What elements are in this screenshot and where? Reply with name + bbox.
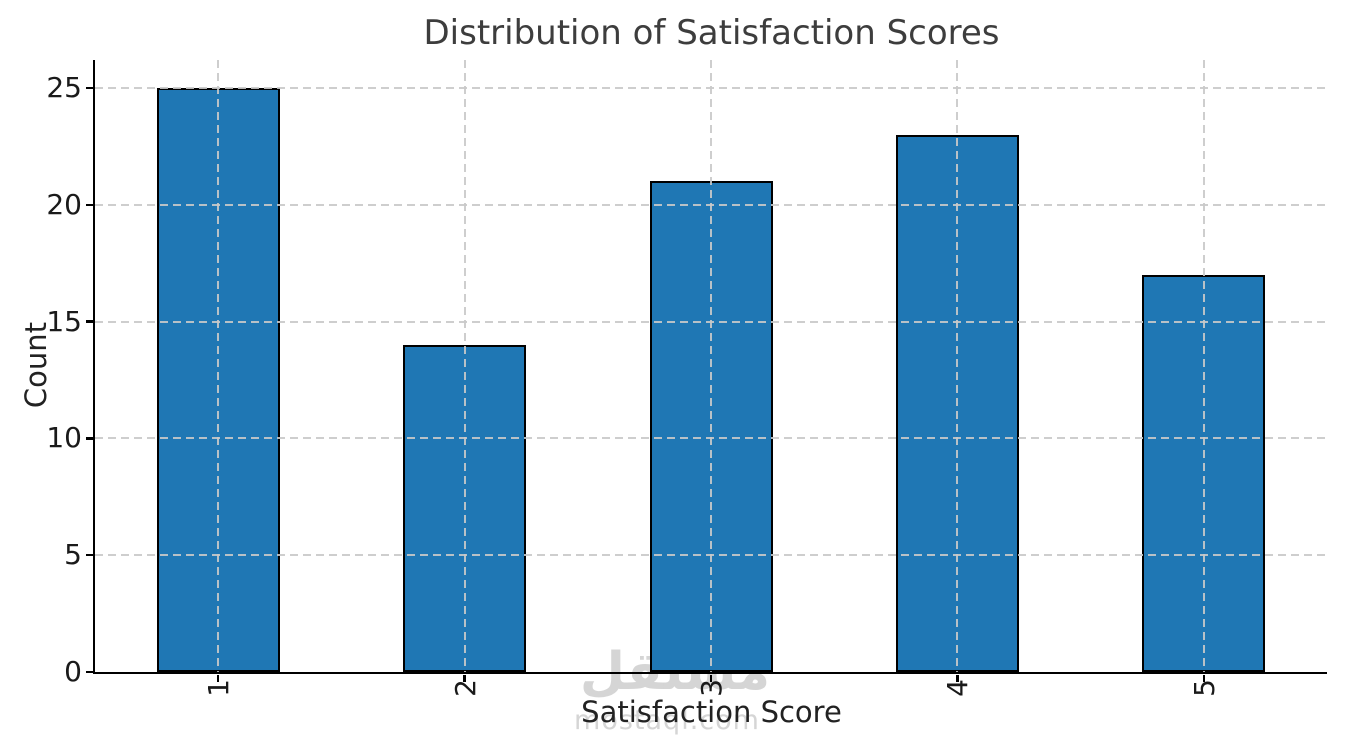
x-tick-mark	[1202, 674, 1206, 682]
plot-area: 0 5 10 15 20 25 1 2 3 4 5	[46, 60, 1327, 697]
y-tick-mark	[86, 203, 93, 207]
y-tick-mark	[86, 320, 93, 323]
gridline-horizontal	[95, 203, 1327, 206]
y-tick-mark	[86, 553, 93, 557]
gridline-horizontal	[95, 437, 1327, 440]
gridline-vertical	[710, 60, 712, 672]
y-tick-mark	[86, 437, 93, 440]
y-tick-label: 0	[64, 655, 82, 688]
x-tick-mark	[956, 674, 959, 682]
y-tick-mark	[86, 86, 93, 90]
x-axis-label: Satisfaction Score	[581, 695, 842, 729]
x-tick-mark	[709, 674, 713, 682]
y-tick-label: 15	[46, 304, 82, 338]
chart-title: Distribution of Satisfaction Scores	[423, 13, 1000, 53]
y-tick-label: 25	[46, 71, 82, 104]
gridline-horizontal	[95, 87, 1327, 89]
gridline-vertical	[956, 60, 959, 672]
gridline-horizontal	[95, 554, 1327, 557]
y-tick-label: 10	[46, 421, 82, 455]
y-tick-label: 5	[64, 538, 82, 572]
gridline-horizontal	[95, 320, 1327, 323]
y-axis-label: Count	[19, 321, 53, 409]
y-tick-label: 20	[46, 187, 82, 221]
gridline-vertical	[217, 60, 220, 672]
watermark-mostaql-domain: mostaql.com	[574, 705, 760, 736]
gridline-vertical	[1202, 60, 1205, 672]
y-tick-mark	[86, 670, 93, 674]
x-tick-mark	[463, 674, 466, 682]
x-tick-mark	[216, 674, 220, 682]
gridline-vertical	[463, 60, 466, 672]
